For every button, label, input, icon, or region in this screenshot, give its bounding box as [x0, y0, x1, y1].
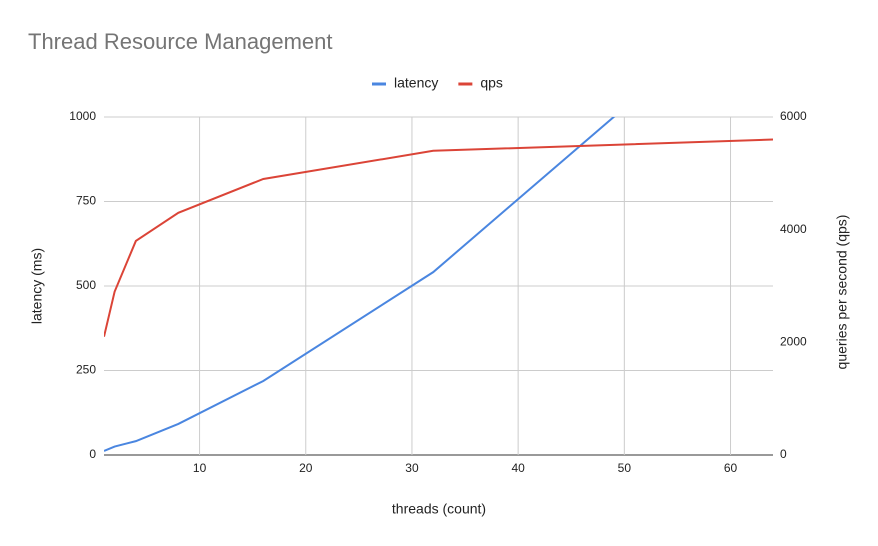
x-tick-label: 30	[405, 461, 419, 475]
y-tick-label: 1000	[69, 109, 96, 123]
y2-tick-label: 2000	[780, 335, 807, 349]
y-tick-label: 750	[76, 194, 96, 208]
x-tick-label: 60	[724, 461, 738, 475]
y2-tick-label: 4000	[780, 222, 807, 236]
y2-tick-label: 0	[780, 447, 787, 461]
y-tick-label: 250	[76, 363, 96, 377]
y-tick-label: 0	[89, 447, 96, 461]
line-series	[104, 117, 616, 452]
y2-tick-label: 6000	[780, 109, 807, 123]
y-axis-label: latency (ms)	[29, 248, 45, 324]
x-tick-label: 10	[193, 461, 207, 475]
legend-label: qps	[480, 75, 503, 91]
y2-axis-label: queries per second (qps)	[834, 215, 850, 370]
x-tick-label: 20	[299, 461, 313, 475]
x-tick-label: 40	[511, 461, 525, 475]
y-tick-label: 500	[76, 278, 96, 292]
x-axis-label: threads (count)	[392, 501, 486, 517]
chart-title: Thread Resource Management	[28, 29, 333, 54]
legend-label: latency	[394, 75, 438, 91]
x-tick-label: 50	[618, 461, 632, 475]
line-series	[104, 138, 773, 337]
